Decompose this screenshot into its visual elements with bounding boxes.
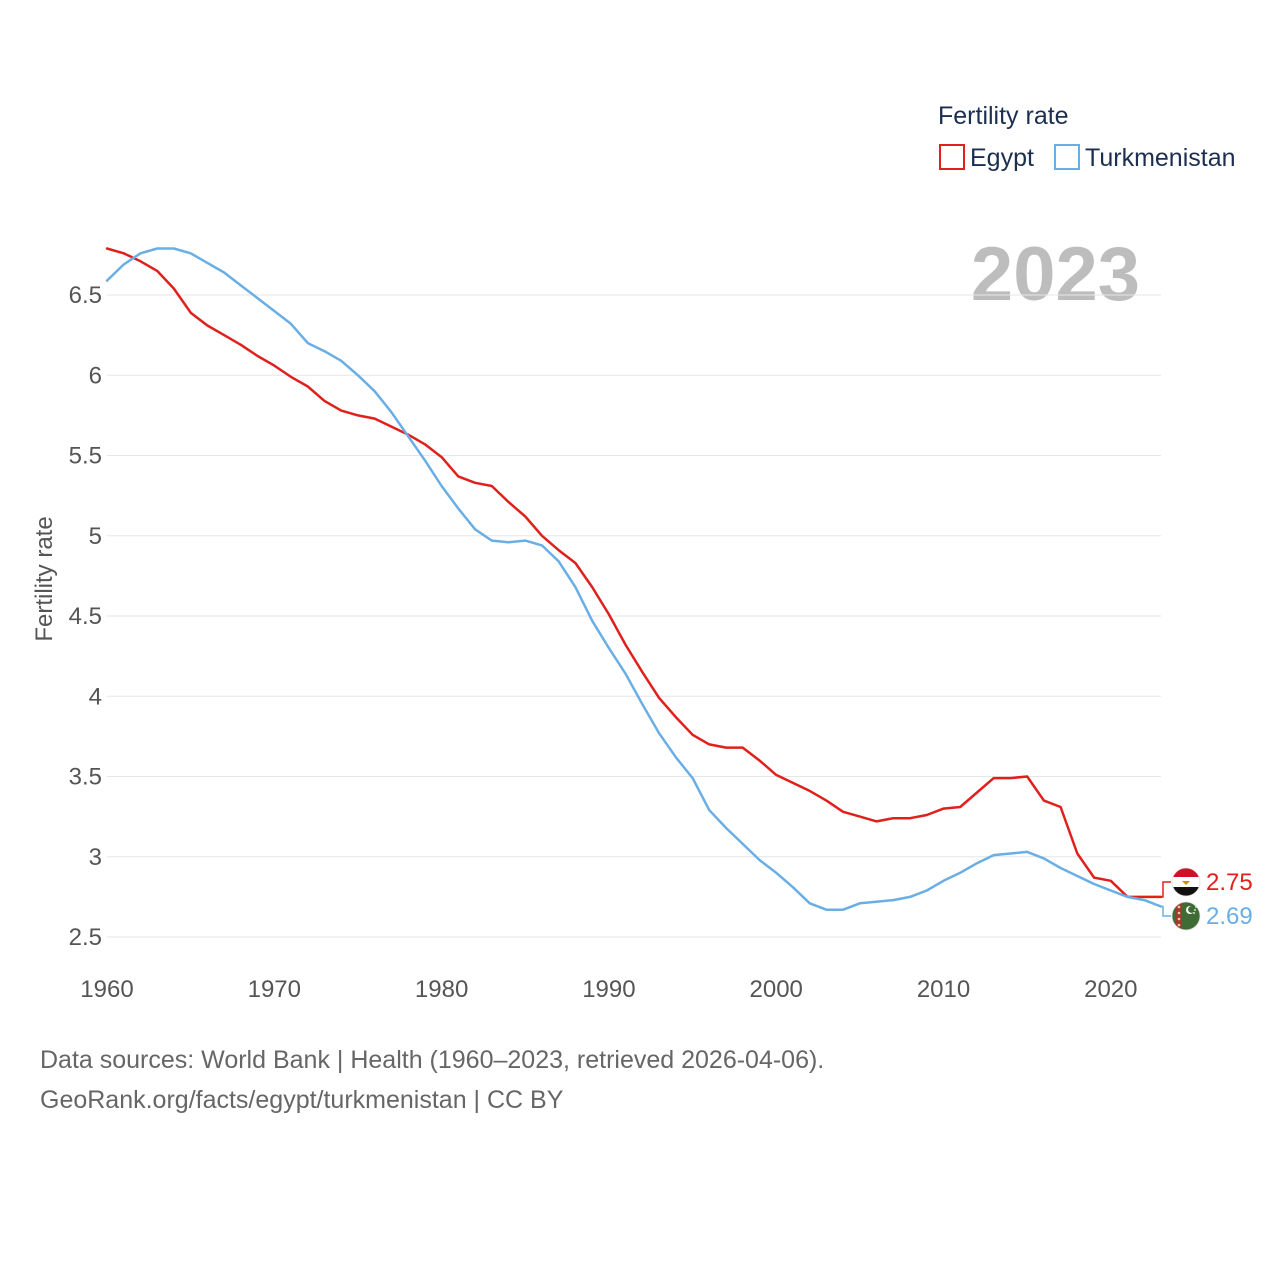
x-tick-label: 2000 [750, 976, 803, 1003]
x-tick-label: 1990 [582, 976, 635, 1003]
x-tick-label: 1970 [248, 976, 301, 1003]
y-axis-label: Fertility rate [31, 516, 58, 641]
attribution-link[interactable]: GeoRank.org/facts/egypt/turkmenistan | C… [40, 1086, 564, 1114]
egypt-flag-icon [1171, 867, 1201, 897]
y-tick-label: 6.5 [69, 282, 102, 309]
x-tick-label: 1980 [415, 976, 468, 1003]
legend-item-turkmenistan[interactable]: Turkmenistan [1054, 144, 1236, 172]
x-tick-label: 2010 [917, 976, 970, 1003]
legend-label-egypt: Egypt [970, 144, 1034, 172]
legend-title: Fertility rate [938, 102, 1069, 130]
x-axis-ticks: 1960 1970 1980 1990 2000 2010 2020 [80, 976, 1137, 1003]
egypt-end-connector [1161, 881, 1171, 898]
legend-label-turkmenistan: Turkmenistan [1085, 144, 1236, 172]
legend-swatch-egypt [939, 144, 965, 170]
y-tick-label: 6 [89, 362, 102, 389]
x-tick-label: 1960 [80, 976, 133, 1003]
y-tick-label: 5.5 [69, 443, 102, 470]
y-tick-label: 2.5 [69, 924, 102, 951]
y-tick-label: 4.5 [69, 603, 102, 630]
gridlines [107, 294, 1161, 938]
data-source-line: Data sources: World Bank | Health (1960–… [40, 1046, 825, 1074]
end-markers: 2.75 2.69 [1161, 867, 1253, 931]
y-tick-label: 4 [89, 683, 102, 710]
legend-swatch-turkmenistan [1054, 144, 1080, 170]
legend-item-egypt[interactable]: Egypt [939, 144, 1034, 172]
y-axis-ticks: 2.5 3 3.5 4 4.5 5 5.5 6 6.5 [69, 282, 102, 951]
turkmenistan-flag-icon [1171, 901, 1201, 931]
turkmenistan-end-value: 2.69 [1206, 903, 1253, 930]
data-source-note: Data sources: World Bank | Health (1960–… [40, 1040, 1240, 1120]
legend: Fertility rate Egypt Turkmenistan [938, 102, 1236, 172]
year-label: 2023 [971, 232, 1140, 317]
y-tick-label: 3.5 [69, 764, 102, 791]
y-tick-label: 5 [89, 523, 102, 550]
turkmenistan-end-connector [1161, 905, 1171, 917]
series-line-egypt[interactable] [105, 247, 1163, 899]
x-tick-label: 2020 [1084, 976, 1137, 1003]
series-line-turkmenistan[interactable] [105, 247, 1163, 911]
series-lines [105, 247, 1163, 911]
y-tick-label: 3 [89, 844, 102, 871]
egypt-end-value: 2.75 [1206, 869, 1253, 896]
